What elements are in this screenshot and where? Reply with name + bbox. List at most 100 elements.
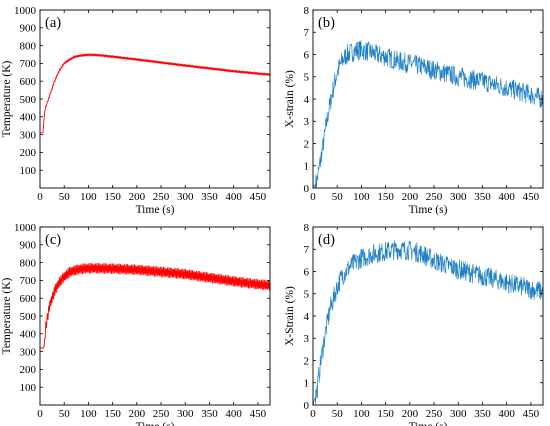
y-tick-label: 600 xyxy=(20,293,37,305)
x-tick-label: 450 xyxy=(250,191,267,203)
y-tick-label: 0 xyxy=(304,400,310,412)
y-tick-label: 1 xyxy=(304,378,310,390)
x-tick-label: 350 xyxy=(201,408,218,420)
y-tick-label: 5 xyxy=(304,72,310,84)
y-tick-label: 800 xyxy=(20,257,37,269)
x-tick-label: 400 xyxy=(225,408,242,420)
y-tick-label: 400 xyxy=(20,329,37,341)
plot-frame-2 xyxy=(39,226,271,406)
x-axis-label: Time (s) xyxy=(409,204,448,216)
y-tick-label: 2 xyxy=(304,138,310,150)
y-tick-label: 600 xyxy=(20,76,37,88)
y-tick-label: 7 xyxy=(304,244,310,256)
y-tick-label: 4 xyxy=(304,311,310,323)
y-tick-label: 1000 xyxy=(14,222,37,234)
x-tick-label: 300 xyxy=(450,408,467,420)
x-tick-label: 200 xyxy=(402,408,419,420)
chart-panel-2: 0 50 100 150 200 250 300 350 400 450 100 200 300 400 5… xyxy=(1,222,271,426)
y-tick-label: 500 xyxy=(20,94,37,106)
y-tick-label: 1 xyxy=(304,161,310,173)
y-tick-label: 1000 xyxy=(14,5,37,17)
y-axis-label: Temperature (K) xyxy=(1,277,13,354)
x-tick-label: 350 xyxy=(474,191,491,203)
plot-frame-1 xyxy=(312,9,544,189)
x-tick-label: 0 xyxy=(37,408,43,420)
y-tick-label: 900 xyxy=(20,23,37,35)
x-tick-label: 400 xyxy=(498,408,515,420)
y-tick-label: 4 xyxy=(304,94,310,106)
x-tick-label: 0 xyxy=(310,191,316,203)
x-axis-label: Time (s) xyxy=(136,421,175,426)
y-tick-label: 6 xyxy=(304,49,310,61)
x-tick-label: 450 xyxy=(523,191,540,203)
x-tick-label: 350 xyxy=(474,408,491,420)
y-axis-label: X-strain (%) xyxy=(284,70,296,128)
x-tick-label: 0 xyxy=(37,191,43,203)
y-tick-label: 3 xyxy=(304,333,310,345)
y-tick-label: 0 xyxy=(304,183,310,195)
y-tick-label: 400 xyxy=(20,112,37,124)
x-tick-label: 100 xyxy=(353,408,370,420)
x-tick-label: 400 xyxy=(498,191,515,203)
series-line-2 xyxy=(39,262,271,349)
x-tick-label: 50 xyxy=(59,408,71,420)
x-tick-label: 50 xyxy=(332,191,344,203)
x-tick-label: 300 xyxy=(177,408,194,420)
y-tick-label: 8 xyxy=(304,5,310,17)
y-tick-label: 8 xyxy=(304,222,310,234)
panel-label: (d) xyxy=(318,232,335,248)
y-tick-label: 6 xyxy=(304,266,310,278)
series-line-1 xyxy=(312,40,544,189)
x-tick-label: 250 xyxy=(426,408,443,420)
x-tick-label: 250 xyxy=(426,191,443,203)
x-tick-label: 300 xyxy=(177,191,194,203)
y-tick-label: 7 xyxy=(304,27,310,39)
x-tick-label: 250 xyxy=(153,191,170,203)
x-tick-label: 200 xyxy=(129,191,146,203)
series-line-3 xyxy=(312,240,544,406)
y-axis-label: X-Strain (%) xyxy=(284,286,296,346)
y-tick-label: 800 xyxy=(20,40,37,52)
y-tick-label: 700 xyxy=(20,275,37,287)
panel-label: (b) xyxy=(318,15,335,31)
x-tick-label: 0 xyxy=(310,408,316,420)
x-tick-label: 50 xyxy=(59,191,71,203)
x-axis-label: Time (s) xyxy=(136,204,175,216)
y-tick-label: 300 xyxy=(20,346,37,358)
x-tick-label: 450 xyxy=(523,408,540,420)
x-tick-label: 200 xyxy=(402,191,419,203)
x-tick-label: 350 xyxy=(201,191,218,203)
y-tick-label: 200 xyxy=(20,147,37,159)
x-tick-label: 150 xyxy=(104,191,121,203)
plot-frame-3 xyxy=(312,226,544,406)
plot-frame-0 xyxy=(39,9,271,189)
y-tick-label: 500 xyxy=(20,311,37,323)
x-tick-label: 400 xyxy=(225,191,242,203)
y-tick-label: 900 xyxy=(20,240,37,252)
chart-panel-3: 0 50 100 150 200 250 300 350 400 450 0 1 2 3 4 5 6 7 8 Time… xyxy=(284,222,544,426)
x-tick-label: 100 xyxy=(80,191,97,203)
y-tick-label: 3 xyxy=(304,116,310,128)
y-tick-label: 100 xyxy=(20,165,37,177)
y-tick-label: 2 xyxy=(304,355,310,367)
x-tick-label: 200 xyxy=(129,408,146,420)
panel-label: (a) xyxy=(45,15,61,31)
x-tick-label: 100 xyxy=(353,191,370,203)
y-axis-label: Temperature (K) xyxy=(1,60,13,137)
x-axis-label: Time (s) xyxy=(409,421,448,426)
y-tick-label: 5 xyxy=(304,289,310,301)
y-tick-label: 700 xyxy=(20,58,37,70)
chart-panel-0: 0 50 100 150 200 250 300 350 400 450 100 200 300 400 5… xyxy=(1,5,271,216)
x-tick-label: 250 xyxy=(153,408,170,420)
series-line-0 xyxy=(39,53,271,134)
y-tick-label: 300 xyxy=(20,129,37,141)
panel-label: (c) xyxy=(45,232,61,248)
x-tick-label: 150 xyxy=(377,191,394,203)
x-tick-label: 150 xyxy=(104,408,121,420)
x-tick-label: 300 xyxy=(450,191,467,203)
x-tick-label: 450 xyxy=(250,408,267,420)
x-tick-label: 50 xyxy=(332,408,344,420)
y-tick-label: 200 xyxy=(20,364,37,376)
y-tick-label: 100 xyxy=(20,382,37,394)
